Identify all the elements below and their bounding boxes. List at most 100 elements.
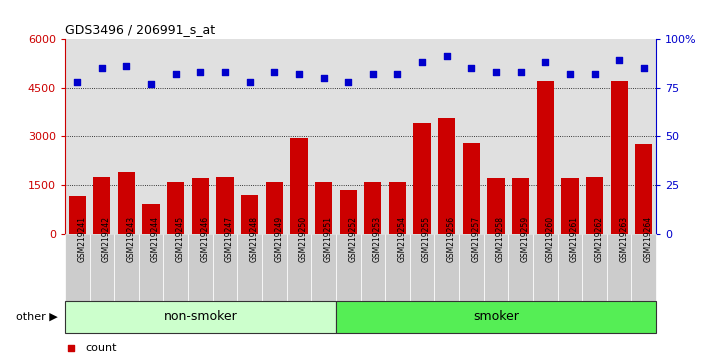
Bar [583, 234, 607, 301]
Text: GSM219243: GSM219243 [126, 216, 136, 262]
Bar [216, 177, 234, 234]
Text: GSM219252: GSM219252 [348, 216, 357, 262]
Bar [139, 234, 164, 301]
Bar [557, 234, 583, 301]
Bar [459, 234, 484, 301]
Point [466, 65, 477, 71]
Bar [438, 119, 456, 234]
Text: GSM219245: GSM219245 [176, 216, 185, 262]
Text: GSM219255: GSM219255 [422, 216, 431, 262]
Bar [611, 81, 628, 234]
Bar [389, 182, 406, 234]
Point [293, 71, 305, 77]
Bar [192, 178, 209, 234]
Point [146, 81, 157, 86]
Point [490, 69, 502, 75]
Bar [118, 172, 135, 234]
Text: GSM219264: GSM219264 [644, 216, 653, 262]
Point [392, 71, 403, 77]
Bar [336, 301, 656, 333]
Bar [586, 177, 603, 234]
Point [268, 69, 280, 75]
Bar [68, 196, 86, 234]
Text: GDS3496 / 206991_s_at: GDS3496 / 206991_s_at [65, 23, 215, 36]
Bar [533, 234, 557, 301]
Text: count: count [86, 343, 117, 353]
Bar [536, 81, 554, 234]
Bar [340, 190, 357, 234]
Bar [385, 234, 410, 301]
Bar [336, 234, 360, 301]
Text: GSM219242: GSM219242 [102, 216, 111, 262]
Text: GSM219244: GSM219244 [151, 216, 160, 262]
Text: GSM219246: GSM219246 [200, 216, 209, 262]
Point [120, 63, 132, 69]
Point [170, 71, 182, 77]
Point [409, 282, 420, 288]
Bar [114, 234, 138, 301]
Bar [487, 178, 505, 234]
Bar [164, 234, 188, 301]
Text: GSM219257: GSM219257 [472, 216, 480, 262]
Bar [635, 144, 653, 234]
Text: GSM219241: GSM219241 [77, 216, 87, 262]
Text: GSM219250: GSM219250 [299, 216, 308, 262]
Bar [315, 182, 332, 234]
Bar [188, 234, 213, 301]
Point [614, 57, 625, 63]
Bar [484, 234, 508, 301]
Point [195, 69, 206, 75]
Bar [561, 178, 578, 234]
Text: non-smoker: non-smoker [164, 310, 237, 323]
Bar [413, 123, 430, 234]
Point [638, 65, 650, 71]
Text: GSM219263: GSM219263 [619, 216, 628, 262]
Point [441, 53, 453, 59]
Text: GSM219261: GSM219261 [570, 216, 579, 262]
Bar [463, 143, 480, 234]
Point [244, 79, 255, 85]
Bar [434, 234, 459, 301]
Point [71, 79, 83, 85]
Point [409, 105, 420, 111]
Text: GSM219258: GSM219258 [496, 216, 505, 262]
Bar [93, 177, 110, 234]
Bar [167, 182, 185, 234]
Bar [311, 234, 336, 301]
Point [367, 71, 379, 77]
Text: GSM219254: GSM219254 [397, 216, 407, 262]
Bar [632, 234, 656, 301]
Bar [364, 182, 381, 234]
Text: GSM219251: GSM219251 [324, 216, 332, 262]
Bar [65, 234, 89, 301]
Text: GSM219259: GSM219259 [521, 216, 530, 262]
Text: GSM219248: GSM219248 [249, 216, 259, 262]
Bar [287, 234, 311, 301]
Point [342, 79, 354, 85]
Point [416, 59, 428, 65]
Bar [89, 234, 114, 301]
Bar [237, 234, 262, 301]
Point [219, 69, 231, 75]
Bar [241, 195, 258, 234]
Bar [607, 234, 632, 301]
Point [539, 59, 551, 65]
Bar [360, 234, 385, 301]
Text: GSM219260: GSM219260 [545, 216, 554, 262]
Text: GSM219253: GSM219253 [373, 216, 382, 262]
Point [589, 71, 601, 77]
Bar [265, 182, 283, 234]
Text: smoker: smoker [473, 310, 519, 323]
Point [318, 75, 329, 81]
Bar [512, 178, 529, 234]
Text: other ▶: other ▶ [16, 312, 58, 322]
Bar [213, 234, 237, 301]
Bar [291, 138, 308, 234]
Bar [262, 234, 286, 301]
Bar [65, 301, 336, 333]
Text: GSM219249: GSM219249 [274, 216, 283, 262]
Point [564, 71, 575, 77]
Point [515, 69, 526, 75]
Text: GSM219247: GSM219247 [225, 216, 234, 262]
Point [96, 65, 107, 71]
